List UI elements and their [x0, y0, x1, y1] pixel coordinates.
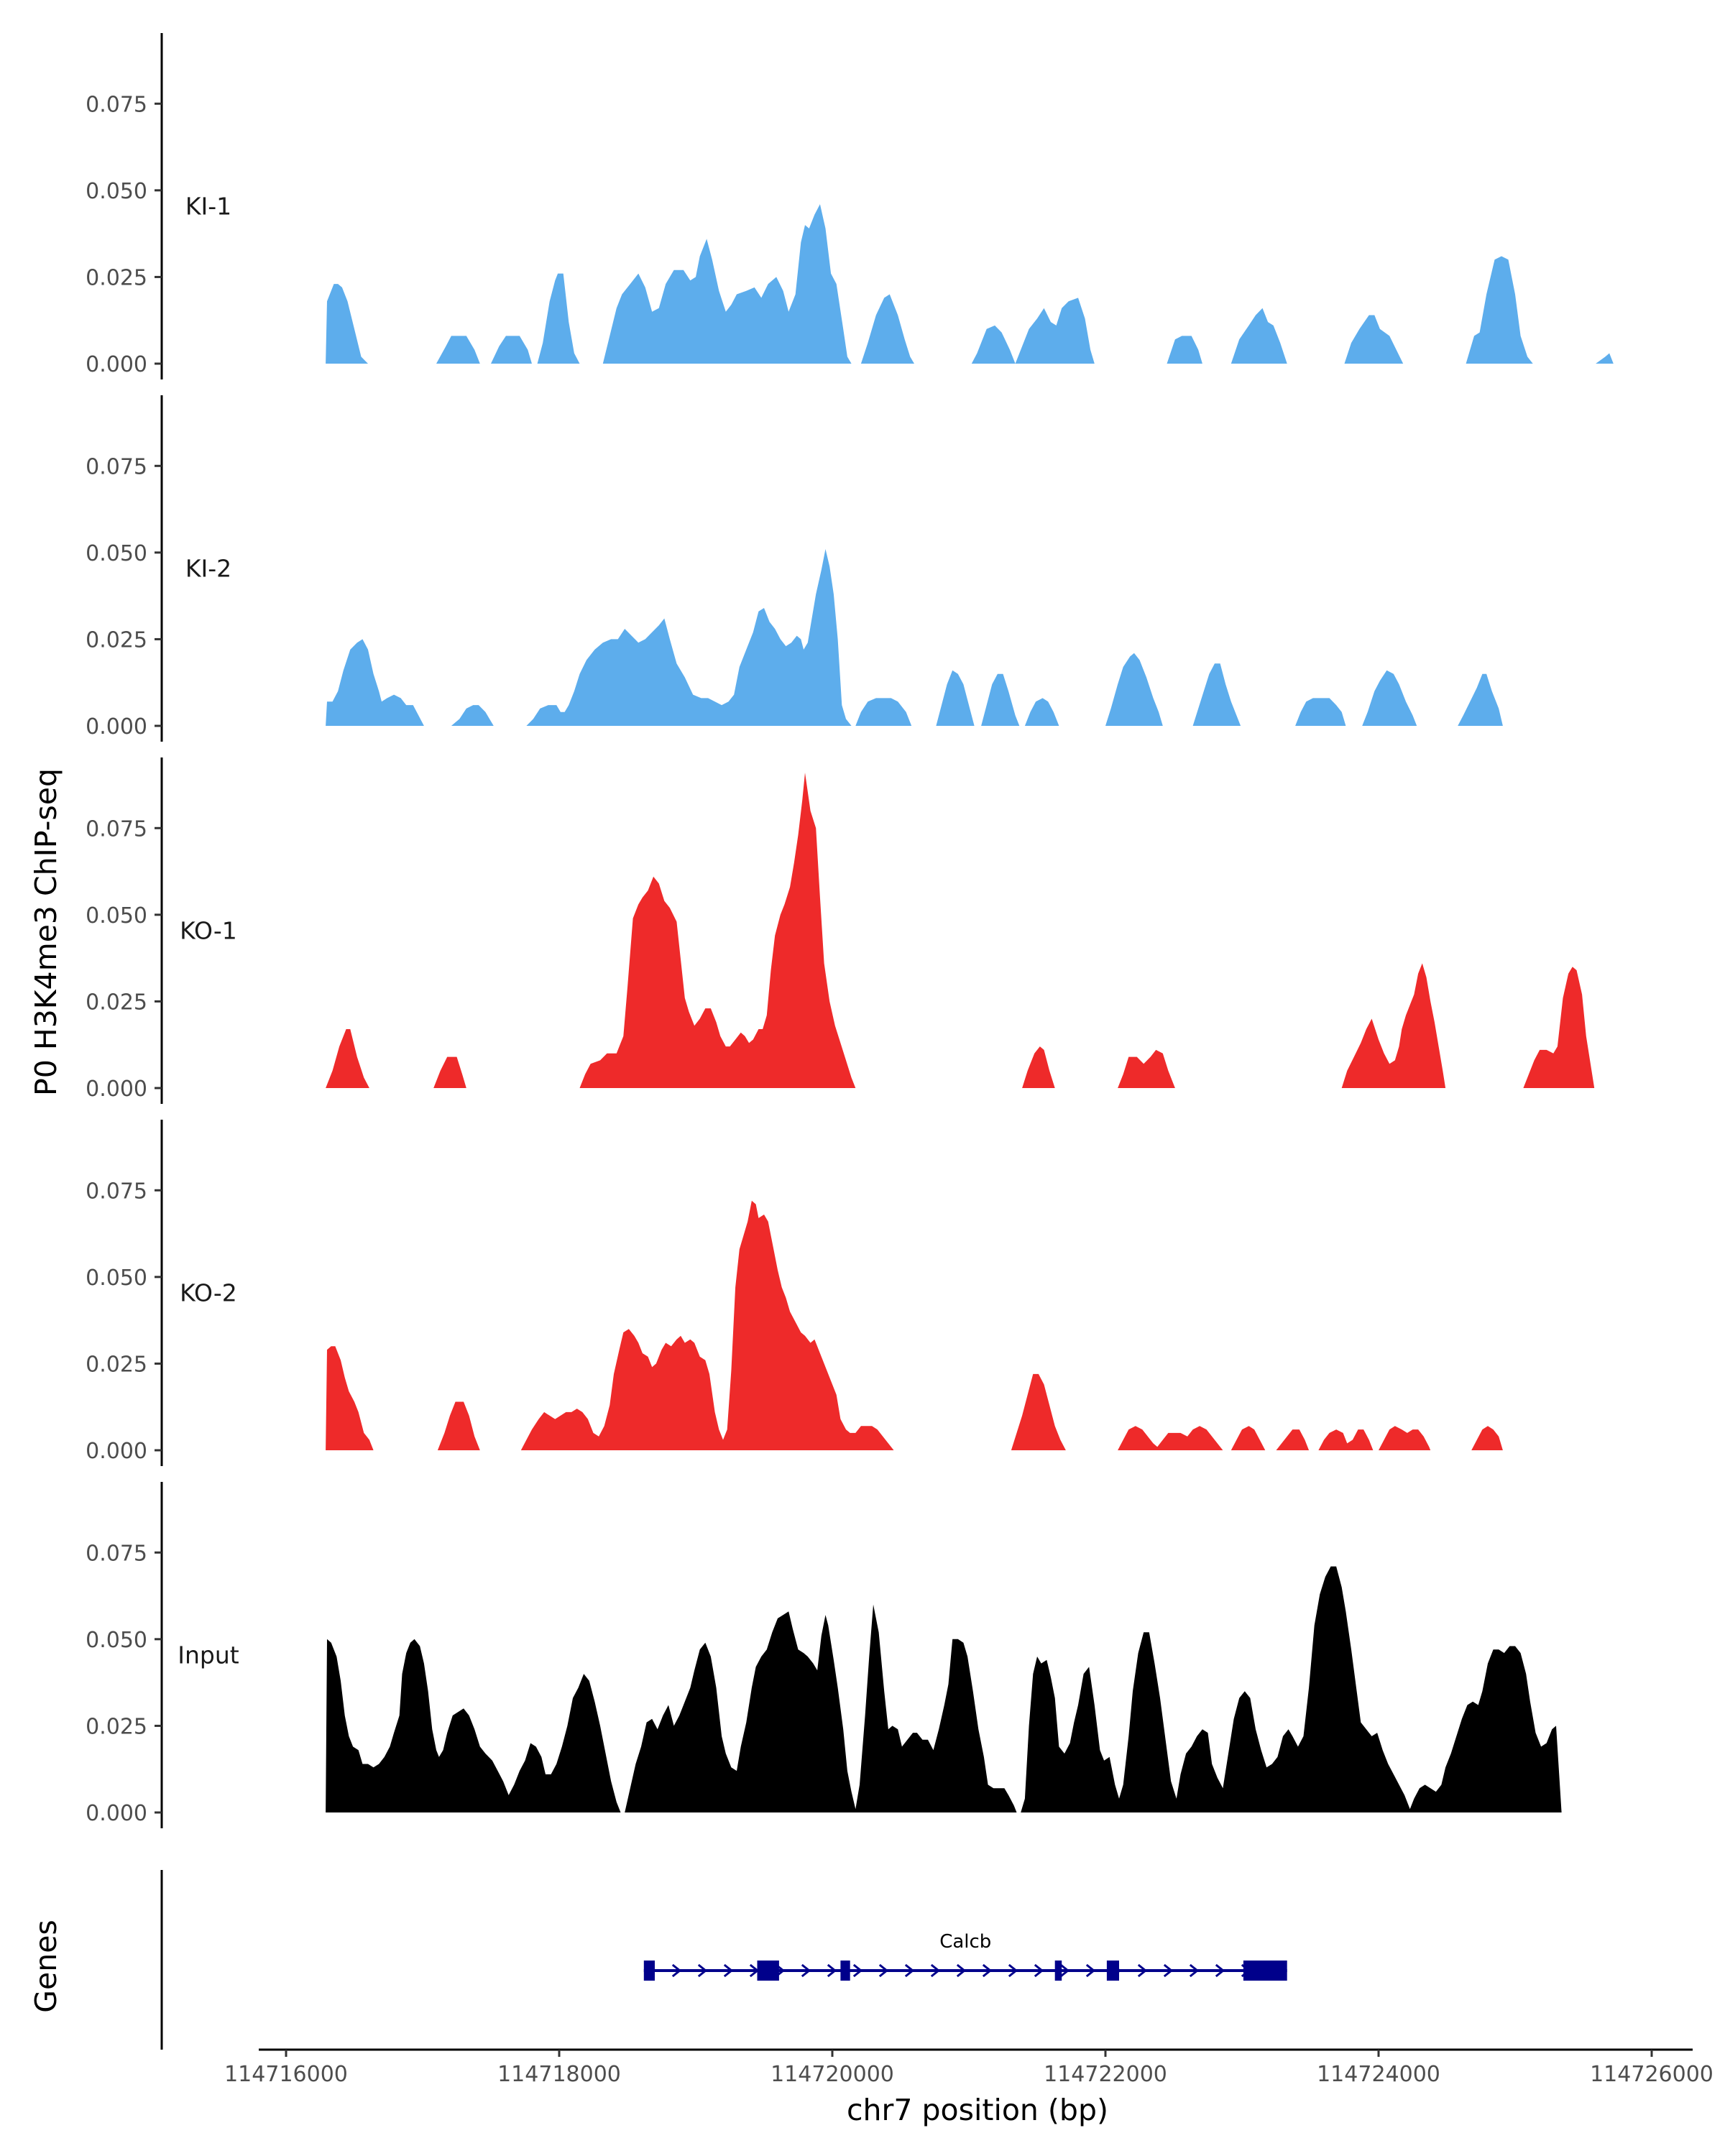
- signal-area-ki-2: [326, 549, 1503, 726]
- y-tick-label: 0.050: [86, 1266, 147, 1291]
- strand-arrow: [827, 1963, 837, 1978]
- signal-area-ko-1: [326, 773, 1595, 1088]
- x-tick-label: 114726000: [1590, 2062, 1714, 2087]
- y-tick-label: 0.050: [86, 541, 147, 566]
- strand-arrow: [1163, 1963, 1174, 1978]
- x-tick-label: 114716000: [224, 2062, 348, 2087]
- exon-block: [1054, 1961, 1062, 1981]
- x-tick-label: 114718000: [497, 2062, 621, 2087]
- exon-block: [643, 1961, 655, 1981]
- x-axis: 114716000 114718000 114720000 114722000 1147…: [224, 2048, 1714, 2087]
- exon-block: [840, 1961, 850, 1981]
- y-tick-label: 0.000: [86, 1801, 147, 1826]
- y-tick-label: 0.075: [86, 816, 147, 842]
- y-tick-label: 0.075: [86, 92, 147, 117]
- tracks-layer: 0.0000.0250.0500.075KI-10.0000.0250.0500…: [86, 33, 1614, 1828]
- genes-axis-title: Genes: [29, 1920, 63, 2013]
- track-label-ki-2: KI-2: [185, 555, 231, 583]
- y-tick-label: 0.075: [86, 1541, 147, 1566]
- y-tick-label: 0.050: [86, 179, 147, 204]
- strand-arrow: [878, 1963, 889, 1978]
- y-tick-label: 0.025: [86, 1352, 147, 1377]
- gene-track: Calcb: [160, 1870, 1287, 2050]
- strand-arrow: [1034, 1963, 1044, 1978]
- track-ki-1: 0.000 0.025 0.050 0.075 KI-1: [86, 33, 1614, 379]
- strand-arrow: [723, 1963, 734, 1978]
- y-tick-label: 0.000: [86, 1077, 147, 1102]
- strand-arrow: [1059, 1963, 1070, 1978]
- strand-arrow: [852, 1963, 863, 1978]
- x-tick-label: 114722000: [1044, 2062, 1167, 2087]
- strand-arrow: [904, 1963, 915, 1978]
- track-label-ko-1: KO-1: [180, 917, 237, 945]
- y-axis-title: P0 H3K4me3 ChIP-seq: [29, 768, 63, 1096]
- y-tick-label: 0.075: [86, 1179, 147, 1204]
- track-ki-2: 0.000 0.025 0.050 0.075 KI-2: [86, 395, 1503, 742]
- x-tick-label: 114720000: [770, 2062, 894, 2087]
- strand-arrow: [671, 1963, 682, 1978]
- y-tick-label: 0.000: [86, 714, 147, 740]
- track-label-input: Input: [178, 1641, 239, 1669]
- y-tick-label: 0.050: [86, 903, 147, 929]
- gene-label: Calcb: [939, 1931, 991, 1953]
- y-tick-label: 0.075: [86, 454, 147, 479]
- track-ko-1: 0.000 0.025 0.050 0.075 KO-1: [86, 757, 1595, 1104]
- y-tick-label: 0.050: [86, 1628, 147, 1653]
- strand-arrow: [1189, 1963, 1200, 1978]
- x-axis-title: chr7 position (bp): [847, 2093, 1108, 2127]
- strand-arrow: [1137, 1963, 1148, 1978]
- track-input: 0.000 0.025 0.050 0.075 Input: [86, 1482, 1570, 1828]
- track-label-ko-2: KO-2: [180, 1279, 237, 1307]
- exon-block: [757, 1961, 779, 1981]
- strand-arrow: [982, 1963, 993, 1978]
- signal-area-ko-2: [326, 1200, 1503, 1450]
- strand-arrow: [697, 1963, 708, 1978]
- y-tick-label: 0.000: [86, 1439, 147, 1464]
- y-tick-label: 0.025: [86, 627, 147, 653]
- y-tick-label: 0.000: [86, 352, 147, 377]
- strand-arrow: [930, 1963, 941, 1978]
- strand-arrow: [956, 1963, 967, 1978]
- y-tick-label: 0.025: [86, 265, 147, 290]
- strand-arrow: [1215, 1963, 1225, 1978]
- y-tick-label: 0.025: [86, 990, 147, 1015]
- exon-block: [1106, 1961, 1119, 1981]
- y-tick-label: 0.025: [86, 1714, 147, 1739]
- strand-arrow: [1085, 1963, 1096, 1978]
- exon-block: [1243, 1961, 1287, 1981]
- strand-arrow: [1008, 1963, 1018, 1978]
- x-tick-label: 114724000: [1317, 2062, 1440, 2087]
- track-ko-2: 0.000 0.025 0.050 0.075 KO-2: [86, 1120, 1503, 1466]
- strand-arrow: [801, 1963, 811, 1978]
- signal-area-ki-1: [326, 204, 1614, 364]
- track-label-ki-1: KI-1: [185, 193, 231, 221]
- signal-area-input: [326, 1566, 1570, 1812]
